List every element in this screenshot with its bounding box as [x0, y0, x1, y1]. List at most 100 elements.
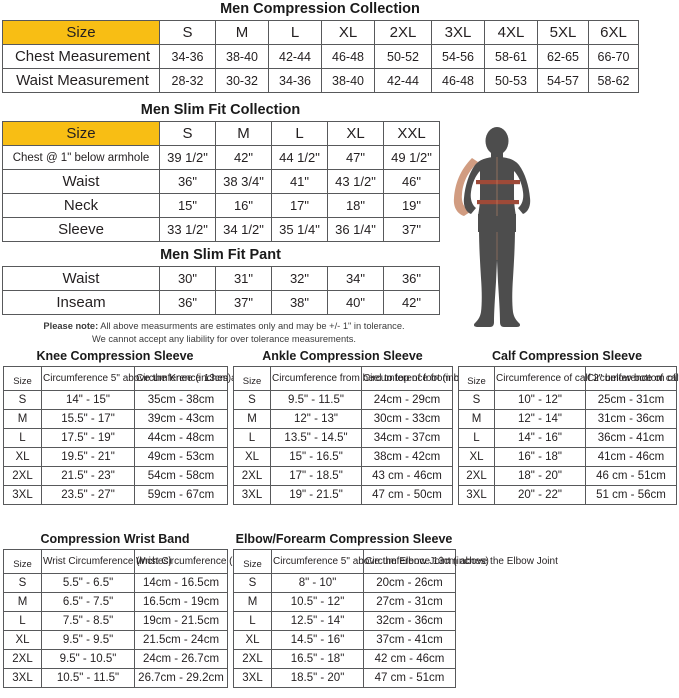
cell-cm: 54cm - 58cm [134, 466, 228, 487]
table-header-row: Size Circumference 5" above the Knee (in… [3, 366, 299, 392]
waist-measure-line [477, 200, 519, 205]
table-row: XL 19.5" - 21" 49cm - 53cm [3, 447, 228, 468]
cell-cm: 30cm - 33cm [361, 409, 453, 430]
cell-size: L [3, 428, 42, 449]
cell-inches: 19" - 21.5" [270, 485, 362, 506]
cell-cm: 59cm - 67cm [134, 485, 228, 506]
cell-value: 36" [159, 290, 216, 316]
cell-value: 30" [159, 266, 216, 292]
tolerance-note-text: All above measurments are estimates only… [98, 321, 405, 331]
cell-inches: 13.5" - 14.5" [270, 428, 362, 449]
tolerance-note: Please note: All above measurments are e… [4, 320, 444, 347]
column-header-xl: XL [327, 121, 384, 147]
row-label-neck: Neck [2, 193, 160, 219]
column-header-inches: Circumference 5" above the Elbow Joint (… [271, 549, 489, 575]
cell-inches: 12" - 14" [494, 409, 586, 430]
cell-size: 2XL [3, 649, 42, 670]
cell-value: 15" [159, 193, 216, 219]
cell-value: 34-36 [159, 44, 216, 70]
cell-value: 39 1/2" [159, 145, 216, 171]
cell-inches: 17.5" - 19" [41, 428, 135, 449]
table-header-row: Size Circumference 5" above the Elbow Jo… [233, 549, 558, 575]
men-compression-collection-section: Men Compression Collection Size S M L XL… [2, 1, 639, 94]
column-header-l: L [271, 121, 328, 147]
elbow-forearm-compression-sleeve-table: Size Circumference 5" above the Elbow Jo… [233, 549, 558, 689]
cell-cm: 24cm - 29cm [361, 390, 453, 411]
cell-cm: 43 cm - 46cm [361, 466, 453, 487]
cell-size: S [233, 573, 272, 594]
cell-inches: 12" - 13" [270, 409, 362, 430]
calf-compression-sleeve-title: Calf Compression Sleeve [491, 349, 643, 363]
table-row: Chest Measurement 34-36 38-40 42-44 46-4… [2, 44, 639, 70]
cell-inches: 20" - 22" [494, 485, 586, 506]
men-compression-collection-table: Size S M L XL 2XL 3XL 4XL 5XL 6XL Chest … [2, 20, 639, 94]
cell-size: 3XL [3, 668, 42, 689]
cell-size: 2XL [233, 466, 271, 487]
cell-size: 3XL [233, 485, 271, 506]
cell-value: 38-40 [215, 44, 269, 70]
cell-size: XL [3, 630, 42, 651]
table-row: XL 16" - 18" 41cm - 46cm [458, 447, 677, 468]
table-row: M 12" - 13" 30cm - 33cm [233, 409, 453, 430]
column-header-inches: Circumference 5" above the Knee (inches) [41, 366, 231, 392]
cell-inches: 14" - 15" [41, 390, 135, 411]
column-header-centimeters: Circumference 13cm above the Elbow Joint [363, 549, 558, 575]
men-slim-fit-pant-table: Waist 30" 31" 32" 34" 36" Inseam 36" 37"… [2, 266, 440, 316]
cell-cm: 19cm - 21.5cm [134, 611, 228, 632]
cell-size: L [233, 428, 271, 449]
cell-value: 40" [327, 290, 384, 316]
cell-value: 37" [383, 217, 440, 243]
cell-inches: 21.5" - 23" [41, 466, 135, 487]
table-row: XL 15" - 16.5" 38cm - 42cm [233, 447, 453, 468]
cell-value: 46-48 [431, 68, 485, 94]
column-header-2xl: 2XL [374, 20, 432, 46]
table-row: L 7.5" - 8.5" 19cm - 21.5cm [3, 611, 228, 632]
cell-value: 42-44 [268, 44, 322, 70]
cell-size: L [233, 611, 272, 632]
knee-compression-sleeve-section: Knee Compression Sleeve Size Circumferen… [3, 349, 299, 506]
cell-cm: 25cm - 31cm [585, 390, 677, 411]
chest-measure-line [476, 180, 520, 185]
cell-cm: 34cm - 37cm [361, 428, 453, 449]
column-header-s: S [159, 20, 216, 46]
table-row: S 5.5" - 6.5" 14cm - 16.5cm [3, 573, 228, 594]
table-row: 2XL 9.5" - 10.5" 24cm - 26.7cm [3, 649, 228, 670]
table-row: 3XL 18.5" - 20" 47 cm - 51cm [233, 668, 456, 689]
cell-size: S [233, 390, 271, 411]
men-slim-fit-collection-table: Size S M L XL XXL Chest @ 1" below armho… [2, 121, 440, 243]
cell-cm: 39cm - 43cm [134, 409, 228, 430]
cell-value: 43 1/2" [327, 169, 384, 195]
elbow-forearm-compression-sleeve-title: Elbow/Forearm Compression Sleeve [235, 532, 453, 546]
cell-value: 32" [271, 266, 328, 292]
table-row: Chest @ 1" below armhole 39 1/2" 42" 44 … [2, 145, 440, 171]
row-label-waist: Waist [2, 169, 160, 195]
cell-cm: 37cm - 41cm [363, 630, 456, 651]
cell-value: 33 1/2" [159, 217, 216, 243]
cell-size: XL [233, 630, 272, 651]
row-label-waist: Waist [2, 266, 160, 292]
column-header-centimeters: Circumference of calf 2cm below bottom o… [585, 366, 679, 392]
table-header-row: Size Wrist Circumference (inches) Wrist … [3, 549, 249, 575]
table-row: 3XL 10.5" - 11.5" 26.7cm - 29.2cm [3, 668, 228, 689]
cell-cm: 42 cm - 46cm [363, 649, 456, 670]
cell-cm: 47 cm - 51cm [363, 668, 456, 689]
table-header-row: Size Circumference from heel to top of f… [233, 366, 554, 392]
table-row: M 6.5" - 7.5" 16.5cm - 19cm [3, 592, 228, 613]
column-header-6xl: 6XL [588, 20, 639, 46]
table-row: Neck 15" 16" 17" 18" 19" [2, 193, 440, 219]
cell-cm: 36cm - 41cm [585, 428, 677, 449]
column-header-inches: Circumference from heel to top of foot (… [270, 366, 478, 392]
table-row: 3XL 19" - 21.5" 47 cm - 50cm [233, 485, 453, 506]
men-slim-fit-collection-section: Men Slim Fit Collection Size S M L XL XX… [2, 102, 440, 243]
cell-cm: 46 cm - 51cm [585, 466, 677, 487]
cell-size: XL [3, 447, 42, 468]
cell-inches: 18" - 20" [494, 466, 586, 487]
cell-size: 3XL [458, 485, 495, 506]
column-header-centimeters: Wrist Circumference (cm) [134, 549, 249, 575]
cell-cm: 32cm - 36cm [363, 611, 456, 632]
cell-size: 3XL [233, 668, 272, 689]
column-header-5xl: 5XL [537, 20, 589, 46]
table-row: Inseam 36" 37" 38" 40" 42" [2, 290, 440, 316]
cell-size: XL [233, 447, 271, 468]
body-silhouette-icon [453, 127, 531, 327]
